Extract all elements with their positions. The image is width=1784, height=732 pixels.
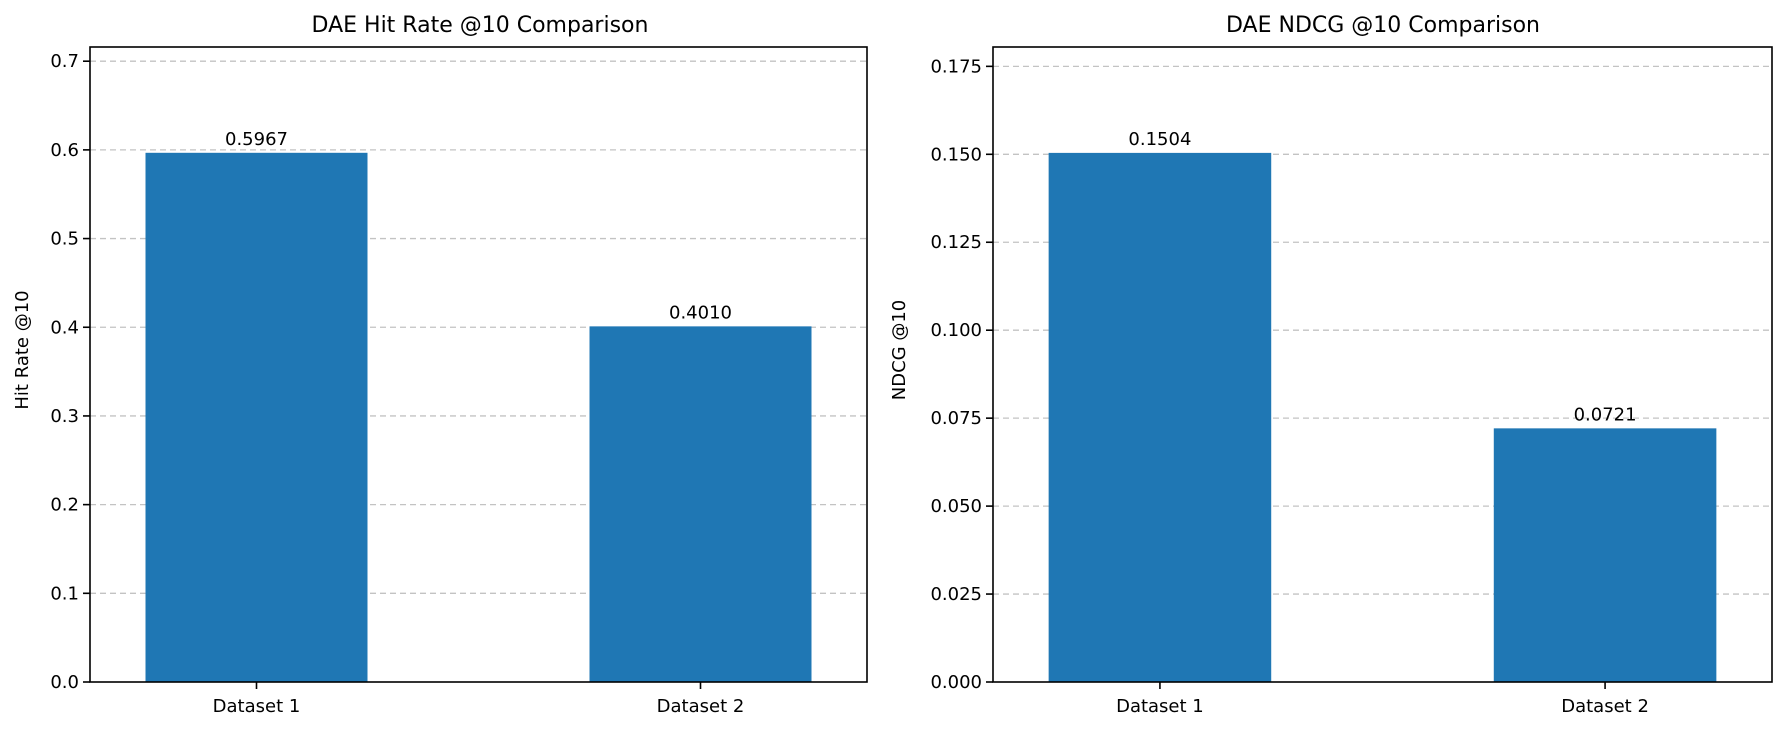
plot-frame — [89, 46, 868, 683]
plot-frame — [992, 46, 1773, 683]
y-tick-label: 0.025 — [930, 584, 982, 605]
y-tick-label: 0.100 — [930, 320, 982, 341]
y-tick-label: 0.4 — [50, 317, 79, 338]
y-axis-label: Hit Rate @10 — [12, 290, 33, 409]
x-tick-label: Dataset 2 — [657, 696, 745, 717]
plot-area: 0.1504 0.0721 0.000 0.025 0.050 0.075 0.100 0.1… — [930, 46, 1773, 717]
bar — [1048, 152, 1272, 682]
chart-title: DAE NDCG @10 Comparison — [1226, 13, 1540, 38]
y-tick-label: 0.000 — [930, 672, 982, 693]
plot-area: 0.5967 0.4010 0.0 0.1 0.2 0.3 0.4 0.5 0.6 0.7 Data… — [50, 46, 868, 717]
y-tick-label: 0.3 — [50, 406, 79, 427]
y-tick-label: 0.7 — [50, 51, 79, 72]
bar — [1493, 428, 1717, 682]
chart-hit-rate: DAE Hit Rate @10 Comparison Hit Rate @10… — [12, 13, 868, 717]
y-tick-label: 0.5 — [50, 229, 79, 250]
y-tick-label: 0.6 — [50, 140, 79, 161]
y-tick-label: 0.150 — [930, 144, 982, 165]
bar-value-label: 0.4010 — [669, 302, 732, 323]
x-tick-label: Dataset 2 — [1561, 696, 1649, 717]
y-tick-label: 0.2 — [50, 495, 79, 516]
y-tick-label: 0.175 — [930, 56, 982, 77]
x-tick-label: Dataset 1 — [213, 696, 301, 717]
bar — [145, 152, 368, 682]
chart-ndcg: DAE NDCG @10 Comparison NDCG @10 0.15040… — [889, 13, 1773, 717]
y-tick-label: 0.0 — [50, 672, 79, 693]
y-tick-label: 0.1 — [50, 583, 79, 604]
y-tick-label: 0.075 — [930, 408, 982, 429]
y-tick-label: 0.125 — [930, 232, 982, 253]
bar-value-label: 0.0721 — [1574, 404, 1637, 425]
x-tick-label: Dataset 1 — [1116, 696, 1204, 717]
bar-value-label: 0.1504 — [1128, 129, 1191, 150]
chart-title: DAE Hit Rate @10 Comparison — [312, 13, 649, 38]
bar-value-label: 0.5967 — [225, 129, 288, 150]
y-tick-label: 0.050 — [930, 496, 982, 517]
bar — [589, 326, 812, 682]
y-axis-label: NDCG @10 — [889, 300, 910, 400]
